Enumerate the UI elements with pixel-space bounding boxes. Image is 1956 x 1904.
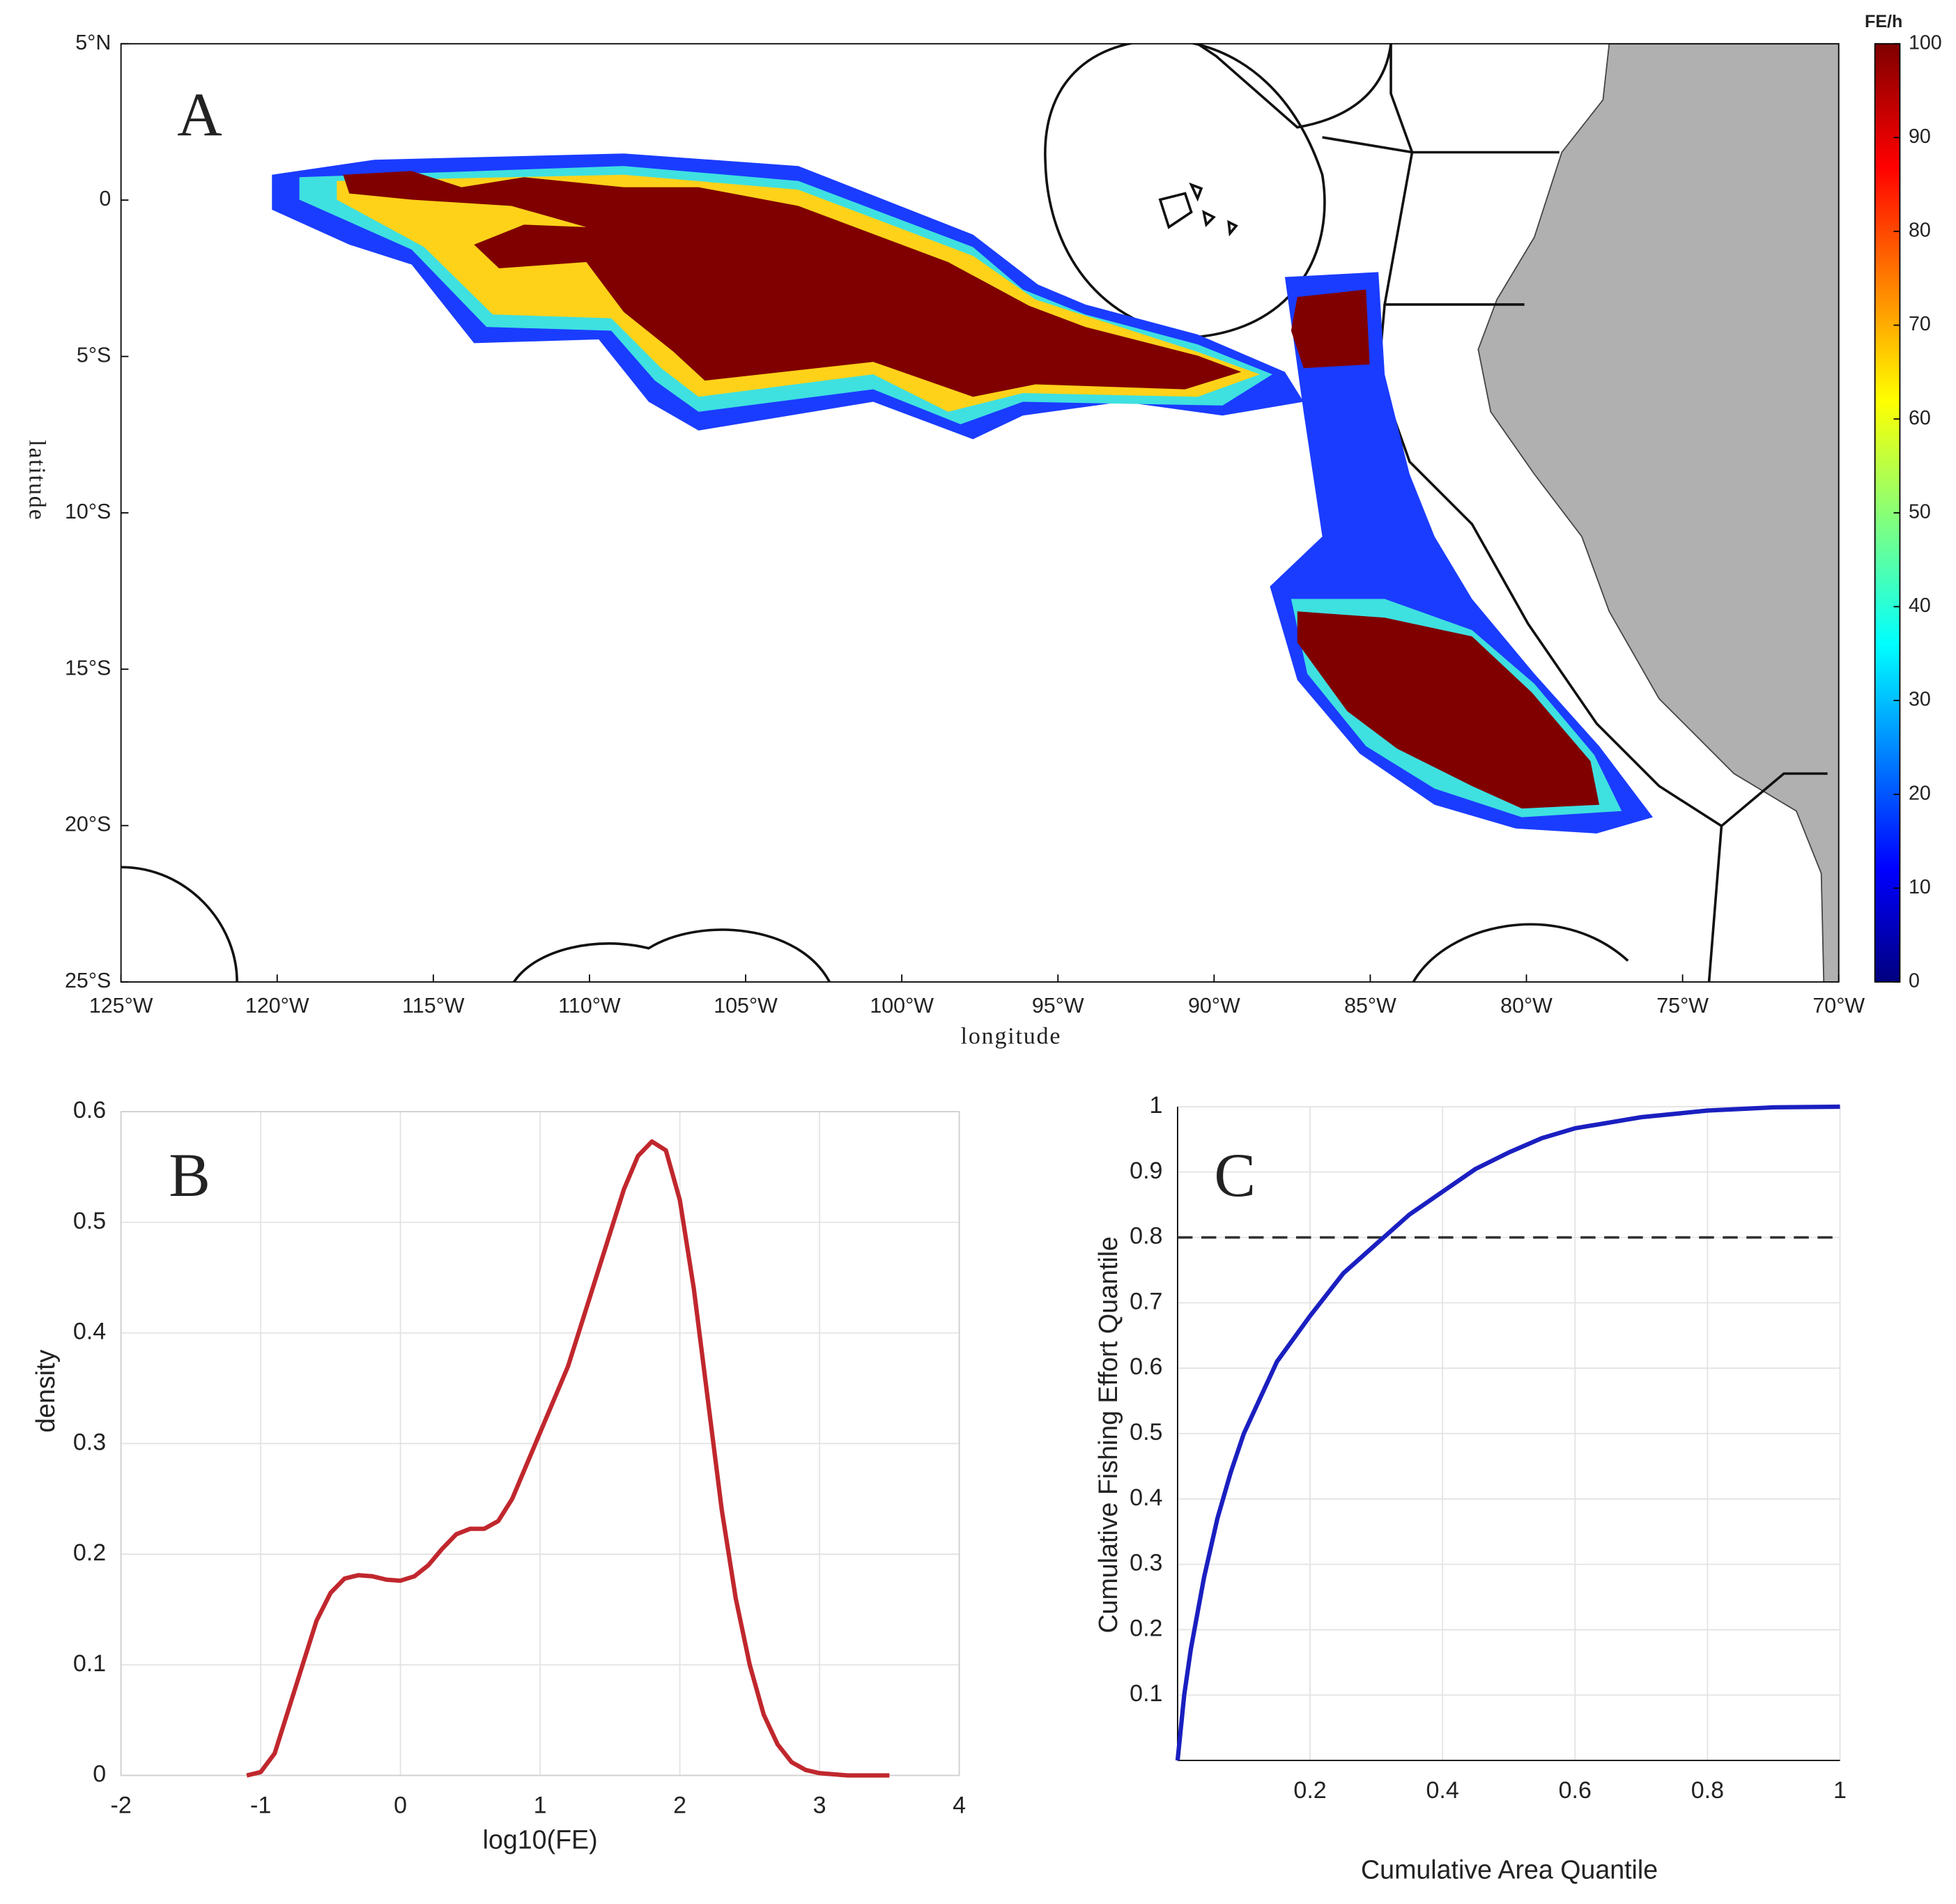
y-axis-label: density (31, 1349, 60, 1432)
x-tick-label: 4 (953, 1792, 966, 1818)
y-tick-label: 0 (99, 187, 111, 210)
x-tick-label: 90°W (1188, 994, 1240, 1018)
y-tick-label: 5°N (75, 31, 111, 54)
colorbar-tick-label: 90 (1909, 125, 1931, 148)
plot-frame (120, 1111, 960, 1776)
colorbar-tick-label: 80 (1909, 220, 1931, 242)
x-tick-label: 0 (394, 1792, 407, 1818)
data-line (1175, 1104, 1840, 1761)
y-tick-label: 0.6 (73, 1097, 106, 1123)
x-tick-label: 95°W (1032, 994, 1084, 1018)
colorbar-tick-label: 30 (1909, 689, 1931, 711)
y-tick-label: 0.6 (1130, 1353, 1162, 1380)
x-tick-label: -2 (111, 1792, 132, 1818)
x-tick-label: 75°W (1656, 994, 1709, 1018)
y-tick-label: 0 (93, 1761, 106, 1788)
x-tick-label: 80°W (1500, 994, 1553, 1018)
x-tick-label: 3 (813, 1792, 826, 1818)
x-tick-label: 85°W (1344, 994, 1396, 1018)
x-tick-label: -1 (250, 1792, 271, 1818)
y-axis-label: Cumulative Fishing Effort Quantile (1093, 1236, 1123, 1634)
data-line (246, 1139, 890, 1778)
fishing-effort (272, 153, 1653, 834)
colorbar-label: FE/h (1865, 12, 1902, 31)
y-tick-label: 0.4 (1130, 1484, 1162, 1511)
x-tick-label: 125°W (89, 994, 153, 1018)
x-tick-label: 105°W (714, 994, 778, 1018)
x-tick-label: 0.4 (1426, 1777, 1459, 1804)
y-tick-label: 0.3 (1130, 1550, 1162, 1576)
y-tick-label: 1 (1150, 1092, 1163, 1119)
x-tick-label: 0.2 (1293, 1777, 1326, 1804)
panel-label: A (177, 80, 222, 149)
x-tick-label: 0.6 (1559, 1777, 1592, 1804)
x-tick-label: 110°W (558, 994, 621, 1018)
colorbar-tick-label: 60 (1909, 407, 1931, 429)
x-axis-label: log10(FE) (483, 1825, 598, 1854)
colorbar-tick-label: 100 (1909, 31, 1942, 54)
colorbar-tick-label: 20 (1909, 782, 1931, 804)
y-tick-label: 0.9 (1130, 1158, 1162, 1184)
x-tick-label: 1 (1833, 1777, 1847, 1804)
panel-label: B (169, 1141, 210, 1210)
y-tick-label: 0.5 (73, 1208, 106, 1234)
x-tick-label: 115°W (402, 994, 465, 1018)
y-tick-label: 5°S (77, 344, 111, 367)
y-tick-label: 0.4 (73, 1319, 106, 1345)
x-tick-label: 1 (534, 1792, 547, 1818)
y-axis-label: latitude (24, 440, 49, 521)
y-tick-label: 0.7 (1130, 1288, 1162, 1314)
y-tick-label: 0.8 (1130, 1223, 1162, 1250)
y-tick-label: 0.2 (73, 1540, 106, 1566)
y-tick-label: 10°S (65, 500, 111, 523)
y-tick-label: 0.1 (73, 1650, 106, 1677)
x-tick-label: 0.8 (1691, 1777, 1724, 1804)
land (1477, 43, 1839, 982)
x-tick-label: 120°W (245, 994, 309, 1018)
colorbar-tick-label: 40 (1909, 594, 1931, 617)
colorbar-tick-label: 0 (1909, 970, 1920, 992)
x-tick-label: 2 (673, 1792, 686, 1818)
colorbar-tick-label: 50 (1909, 500, 1931, 523)
y-tick-label: 25°S (65, 969, 111, 992)
map-layer (121, 43, 1839, 982)
x-axis-label: longitude (961, 1023, 1062, 1049)
colorbar-tick-label: 70 (1909, 313, 1931, 335)
x-axis-label: Cumulative Area Quantile (1361, 1855, 1658, 1884)
colorbar-tick-label: 10 (1909, 876, 1931, 898)
y-tick-label: 20°S (65, 813, 111, 836)
y-tick-label: 0.5 (1130, 1419, 1162, 1445)
x-tick-label: 100°W (870, 994, 934, 1018)
panel-label: C (1214, 1141, 1256, 1210)
y-tick-label: 0.2 (1130, 1615, 1162, 1641)
x-tick-label: 70°W (1812, 994, 1865, 1018)
y-tick-label: 0.1 (1130, 1680, 1162, 1707)
y-tick-label: 15°S (65, 656, 111, 680)
y-tick-label: 0.3 (73, 1429, 106, 1455)
